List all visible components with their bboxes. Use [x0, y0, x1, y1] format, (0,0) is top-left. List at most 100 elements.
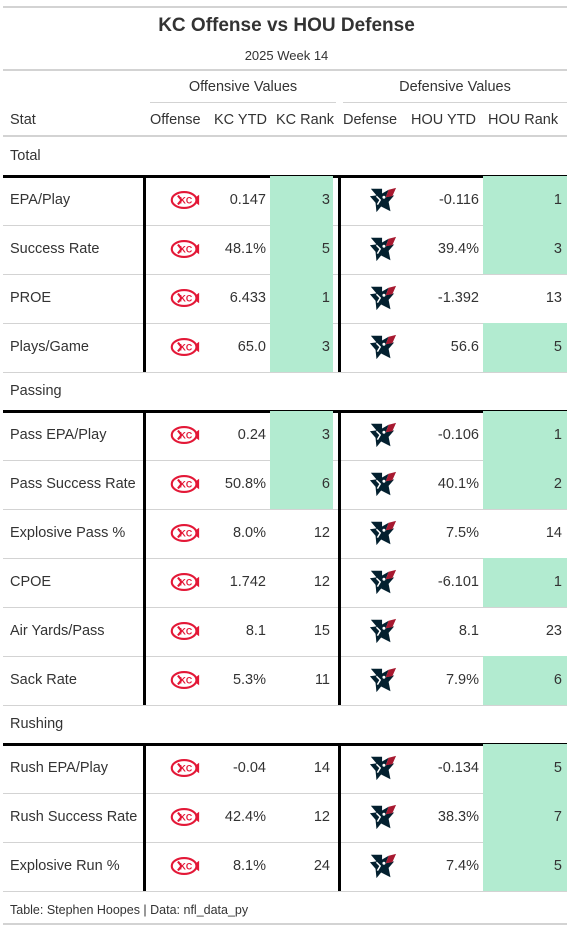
- svg-text:KC: KC: [180, 196, 193, 206]
- hou-ytd-value: -6.101: [437, 574, 479, 590]
- stat-name: Air Yards/Pass: [10, 623, 105, 639]
- stat-name: CPOE: [10, 574, 52, 590]
- chiefs-logo-icon: KC: [170, 337, 202, 367]
- texans-logo-icon: [368, 803, 400, 833]
- chiefs-logo-icon: KC: [170, 523, 202, 553]
- kc-ytd-value: 1.742: [229, 574, 266, 590]
- svg-text:KC: KC: [180, 431, 193, 441]
- texans-logo-icon: [368, 284, 400, 314]
- table-subtitle: 2025 Week 14: [244, 48, 329, 63]
- hou-rank-value: 5: [483, 323, 567, 372]
- table-source-note: Table: Stephen Hoopes | Data: nfl_data_p…: [10, 903, 249, 917]
- hou-ytd-value: -1.392: [437, 290, 479, 306]
- column-header-hou-rank: HOU Rank: [488, 112, 559, 128]
- svg-text:KC: KC: [180, 529, 193, 539]
- hou-rank-value: 13: [545, 290, 562, 306]
- defense-column-separator: [338, 744, 341, 891]
- hou-rank-value: 1: [483, 558, 567, 607]
- stat-name: Explosive Pass %: [10, 525, 126, 541]
- stat-name: EPA/Play: [10, 192, 71, 208]
- offense-column-separator: [143, 176, 146, 372]
- svg-text:KC: KC: [180, 578, 193, 588]
- kc-rank-value: 3: [270, 176, 333, 225]
- bottom-border: [3, 923, 567, 925]
- chiefs-logo-icon: KC: [170, 572, 202, 602]
- texans-logo-icon: [368, 333, 400, 363]
- table-row: Plays/Game KC 65.0 3 56.6 5: [3, 323, 567, 373]
- header-divider: [3, 69, 567, 71]
- column-header-defense: Defense: [343, 112, 398, 128]
- chiefs-logo-icon: KC: [170, 474, 202, 504]
- spanner-defensive-line: [343, 102, 567, 103]
- hou-ytd-value: 56.6: [450, 339, 479, 355]
- column-header-hou-ytd: HOU YTD: [411, 112, 476, 128]
- table-row: Pass Success Rate KC 50.8% 6 40.1% 2: [3, 460, 567, 510]
- chiefs-logo-icon: KC: [170, 758, 202, 788]
- kc-ytd-value: 48.1%: [224, 241, 266, 257]
- column-header-divider: [3, 135, 567, 137]
- table-row: Rush EPA/Play KC -0.04 14 -0.134 5: [3, 744, 567, 794]
- svg-text:KC: KC: [180, 627, 193, 637]
- stat-name: PROE: [10, 290, 52, 306]
- texans-logo-icon: [368, 617, 400, 647]
- hou-ytd-value: -0.106: [437, 427, 479, 443]
- offense-column-separator: [143, 411, 146, 705]
- texans-logo-icon: [368, 754, 400, 784]
- kc-rank-value: 14: [313, 760, 330, 776]
- chiefs-logo-icon: KC: [170, 288, 202, 318]
- svg-text:KC: KC: [180, 343, 193, 353]
- kc-ytd-value: 0.147: [229, 192, 266, 208]
- texans-logo-icon: [368, 519, 400, 549]
- kc-rank-value: 12: [313, 809, 330, 825]
- kc-rank-value: 12: [313, 525, 330, 541]
- hou-ytd-value: 38.3%: [437, 809, 479, 825]
- table-row: Explosive Run % KC 8.1% 24 7.4% 5: [3, 842, 567, 892]
- hou-rank-value: 1: [483, 176, 567, 225]
- hou-ytd-value: 7.9%: [445, 672, 479, 688]
- hou-rank-value: 2: [483, 460, 567, 509]
- chiefs-logo-icon: KC: [170, 670, 202, 700]
- stat-name: Success Rate: [10, 241, 100, 257]
- kc-ytd-value: 50.8%: [224, 476, 266, 492]
- stat-name: Plays/Game: [10, 339, 89, 355]
- svg-text:KC: KC: [180, 676, 193, 686]
- table-title: KC Offense vs HOU Defense: [158, 15, 415, 36]
- chiefs-logo-icon: KC: [170, 856, 202, 886]
- kc-rank-value: 6: [270, 460, 333, 509]
- kc-ytd-value: 8.1: [245, 623, 266, 639]
- kc-ytd-value: 8.0%: [232, 525, 266, 541]
- stat-name: Explosive Run %: [10, 858, 120, 874]
- hou-rank-value: 5: [483, 744, 567, 793]
- hou-ytd-value: -0.116: [438, 192, 479, 208]
- svg-text:KC: KC: [180, 294, 193, 304]
- stat-name: Pass EPA/Play: [10, 427, 107, 443]
- hou-rank-value: 3: [483, 225, 567, 274]
- table-row: Sack Rate KC 5.3% 11 7.9% 6: [3, 656, 567, 706]
- kc-ytd-value: 0.24: [237, 427, 266, 443]
- column-header-kc-rank: KC Rank: [276, 112, 335, 128]
- chiefs-logo-icon: KC: [170, 239, 202, 269]
- chiefs-logo-icon: KC: [170, 190, 202, 220]
- texans-logo-icon: [368, 852, 400, 882]
- kc-rank-value: 3: [270, 411, 333, 460]
- column-header-kc-ytd: KC YTD: [214, 112, 267, 128]
- hou-rank-value: 5: [483, 842, 567, 891]
- spanner-defensive-values: Defensive Values: [399, 79, 511, 95]
- hou-rank-value: 1: [483, 411, 567, 460]
- stat-name: Rush EPA/Play: [10, 760, 109, 776]
- hou-rank-value: 23: [545, 623, 562, 639]
- texans-logo-icon: [368, 235, 400, 265]
- hou-ytd-value: -0.134: [437, 760, 479, 776]
- svg-text:KC: KC: [180, 480, 193, 490]
- row-group-label: Rushing: [10, 716, 64, 732]
- stat-name: Pass Success Rate: [10, 476, 136, 492]
- spanner-offensive-values: Offensive Values: [188, 79, 298, 95]
- hou-rank-value: 14: [545, 525, 562, 541]
- hou-ytd-value: 7.4%: [445, 858, 479, 874]
- kc-rank-value: 1: [270, 274, 333, 323]
- table-row: EPA/Play KC 0.147 3 -0.116 1: [3, 176, 567, 226]
- top-border: [3, 6, 567, 8]
- hou-ytd-value: 7.5%: [445, 525, 479, 541]
- svg-text:KC: KC: [180, 764, 193, 774]
